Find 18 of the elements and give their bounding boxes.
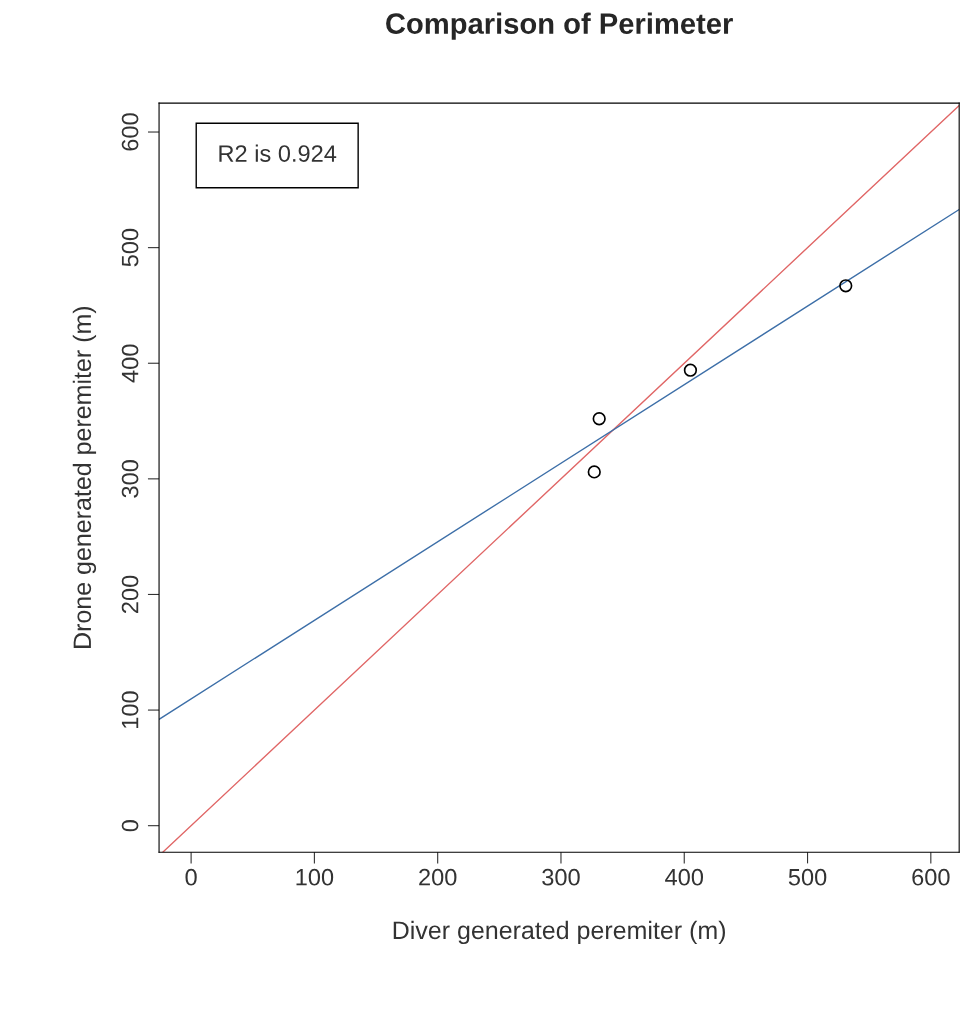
x-tick-label: 0 — [185, 868, 197, 886]
x-axis-title: Diver generated peremiter (m) — [393, 920, 725, 945]
y-axis-title: Drone generated peremiter (m) — [72, 306, 97, 648]
x-tick-label: 500 — [788, 868, 827, 886]
x-tick-label: 400 — [665, 868, 704, 886]
y-tick-label: 500 — [121, 228, 139, 267]
y-tick-label: 100 — [121, 691, 139, 728]
x-tick-label: 200 — [419, 868, 457, 886]
y-tick-label: 0 — [121, 820, 139, 832]
x-tick-label: 600 — [912, 868, 950, 886]
x-tick-label: 100 — [296, 868, 334, 886]
chart-title: Comparison of Perimeter — [386, 12, 733, 40]
y-tick-label: 200 — [121, 575, 139, 613]
annotation: R2 is 0.924 — [219, 144, 337, 162]
y-tick-label: 300 — [121, 460, 139, 498]
y-tick-label: 400 — [121, 344, 139, 383]
x-tick-label: 300 — [542, 868, 580, 886]
y-tick-label: 600 — [121, 113, 139, 151]
